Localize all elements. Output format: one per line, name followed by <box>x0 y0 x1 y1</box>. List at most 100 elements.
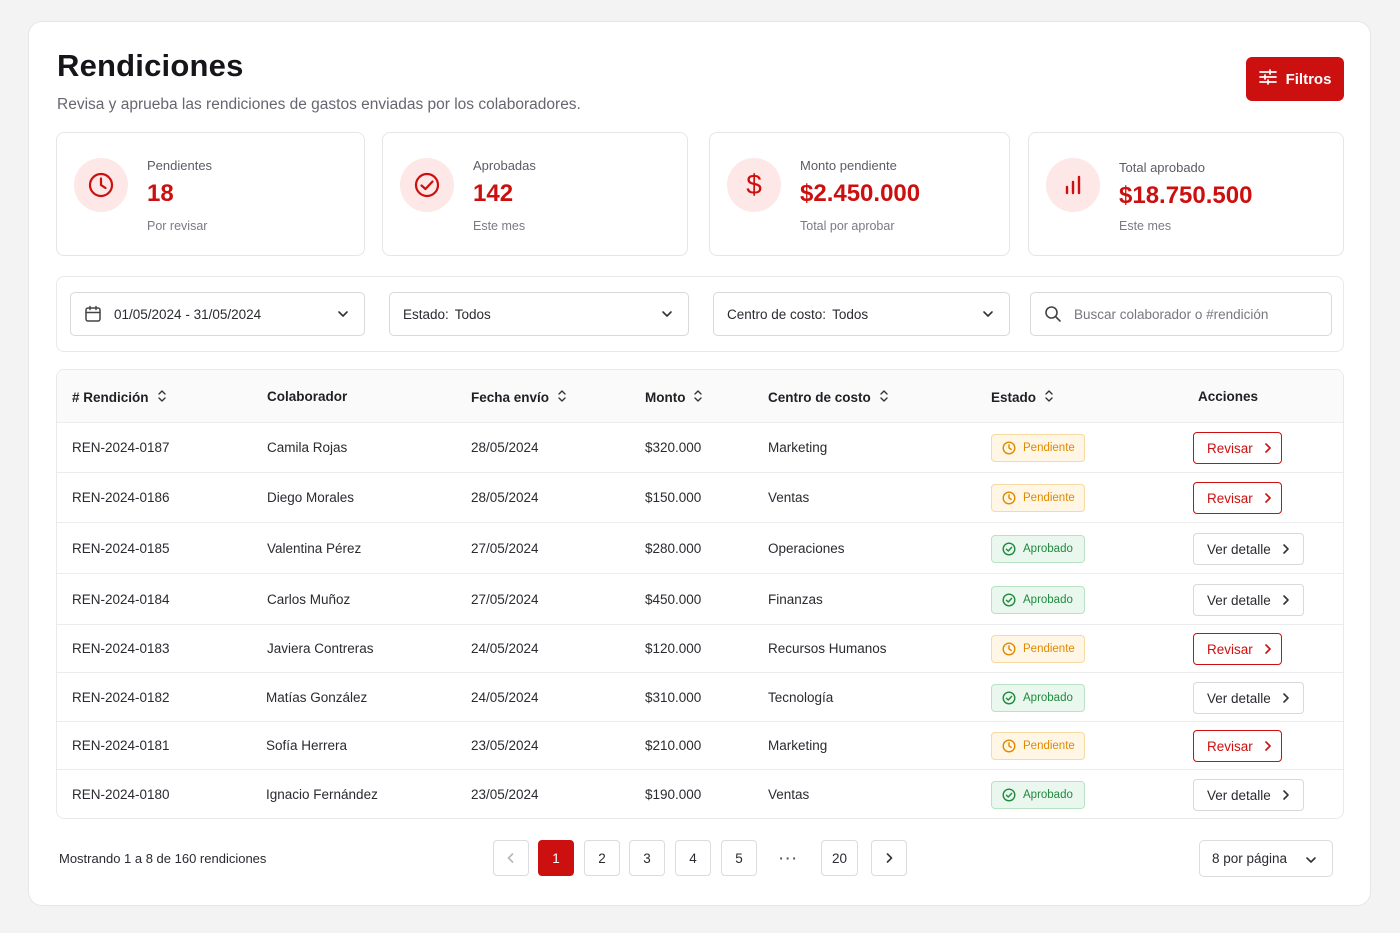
stat-label: Monto pendiente <box>800 158 897 173</box>
cell-centro: Recursos Humanos <box>768 641 887 656</box>
cell-fecha: 27/05/2024 <box>471 592 539 607</box>
page-button-20[interactable]: 20 <box>821 840 858 876</box>
check-circle-icon <box>1002 593 1016 607</box>
revisar-button[interactable]: Revisar <box>1193 730 1282 762</box>
cell-centro: Ventas <box>768 787 810 802</box>
action-label: Revisar <box>1207 738 1253 754</box>
cell-monto: $320.000 <box>645 440 702 455</box>
action-label: Ver detalle <box>1207 787 1271 803</box>
page-button-5[interactable]: 5 <box>721 840 757 876</box>
status-badge: Pendiente <box>991 434 1085 462</box>
centro-costo-select[interactable]: Centro de costo: Todos <box>713 292 1010 336</box>
cell-fecha: 27/05/2024 <box>471 541 539 556</box>
stat-card-pendientes: Pendientes 18 Por revisar <box>56 132 365 256</box>
per-page-select[interactable]: 8 por página <box>1199 840 1333 877</box>
cell-fecha: 23/05/2024 <box>471 738 539 753</box>
table-row[interactable]: REN-2024-0184 Carlos Muñoz 27/05/2024 $450.… <box>57 574 1343 625</box>
sliders-icon <box>1258 69 1277 89</box>
stat-note: Este mes <box>1119 219 1172 233</box>
stat-card-total-aprobado: Total aprobado $18.750.500 Este mes <box>1028 132 1344 256</box>
ver-detalle-button[interactable]: Ver detalle <box>1193 682 1304 714</box>
estado-select[interactable]: Estado: Todos <box>389 292 689 336</box>
sort-icon <box>879 389 889 406</box>
cell-fecha: 28/05/2024 <box>471 440 539 455</box>
cell-monto: $120.000 <box>645 641 702 656</box>
pagination-info: Mostrando 1 a 8 de 160 rendiciones <box>59 851 267 866</box>
stat-note: Por revisar <box>147 219 208 233</box>
chevron-right-icon <box>1281 594 1291 606</box>
th-centro-costo[interactable]: Centro de costo <box>768 389 889 406</box>
stat-value: $18.750.500 <box>1119 182 1253 209</box>
th-estado[interactable]: Estado <box>991 389 1054 406</box>
chevron-right-icon <box>1281 789 1291 801</box>
cell-fecha: 24/05/2024 <box>471 641 539 656</box>
cell-colaborador: Matías González <box>266 690 368 705</box>
clock-icon <box>1002 491 1016 505</box>
table-row[interactable]: REN-2024-0181 Sofía Herrera 23/05/2024 $210… <box>57 722 1343 770</box>
th-monto[interactable]: Monto <box>645 389 703 406</box>
cell-rendicion: REN-2024-0180 <box>72 787 170 802</box>
cell-fecha: 24/05/2024 <box>471 690 539 705</box>
status-badge: Pendiente <box>991 732 1085 760</box>
table-row[interactable]: REN-2024-0183 Javiera Contreras 24/05/2024… <box>57 625 1343 673</box>
filters-button[interactable]: Filtros <box>1246 57 1344 101</box>
action-label: Revisar <box>1207 641 1253 657</box>
cell-monto: $280.000 <box>645 541 702 556</box>
chevron-right-icon <box>1263 442 1273 454</box>
page-button-2[interactable]: 2 <box>584 840 620 876</box>
revisar-button[interactable]: Revisar <box>1193 432 1282 464</box>
date-range-select[interactable]: 01/05/2024 - 31/05/2024 <box>70 292 365 336</box>
table-row[interactable]: REN-2024-0187 Camila Rojas 28/05/2024 $320.… <box>57 423 1343 473</box>
th-fecha-envio[interactable]: Fecha envío <box>471 389 567 406</box>
status-label: Aprobado <box>1023 543 1073 555</box>
bar-chart-icon <box>1046 158 1100 212</box>
next-page-button[interactable] <box>871 840 907 876</box>
ver-detalle-button[interactable]: Ver detalle <box>1193 779 1304 811</box>
stat-label: Aprobadas <box>473 158 536 173</box>
ver-detalle-button[interactable]: Ver detalle <box>1193 584 1304 616</box>
stat-value: 18 <box>147 180 174 207</box>
status-badge: Aprobado <box>991 781 1085 809</box>
cell-monto: $450.000 <box>645 592 702 607</box>
chevron-right-icon <box>1281 692 1291 704</box>
th-acciones: Acciones <box>1198 389 1259 404</box>
page-title: Rendiciones <box>57 48 244 83</box>
table-row[interactable]: REN-2024-0182 Matías González 24/05/2024 $3… <box>57 673 1343 722</box>
rendiciones-card: Rendiciones Revisa y aprueba las rendici… <box>28 21 1371 906</box>
dollar-icon: $ <box>727 158 781 212</box>
th-rendicion[interactable]: # Rendición <box>72 389 167 406</box>
cell-rendicion: REN-2024-0181 <box>72 738 170 753</box>
revisar-button[interactable]: Revisar <box>1193 482 1282 514</box>
revisar-button[interactable]: Revisar <box>1193 633 1282 665</box>
status-label: Aprobado <box>1023 789 1073 801</box>
cell-centro: Operaciones <box>768 541 845 556</box>
table-row[interactable]: REN-2024-0185 Valentina Pérez 27/05/2024 $2… <box>57 523 1343 574</box>
table-row[interactable]: REN-2024-0186 Diego Morales 28/05/2024 $150… <box>57 473 1343 523</box>
page-button-3[interactable]: 3 <box>629 840 665 876</box>
check-circle-icon <box>1002 542 1016 556</box>
clock-icon <box>1002 739 1016 753</box>
search-input[interactable]: Buscar colaborador o #rendición <box>1030 292 1332 336</box>
check-circle-icon <box>1002 691 1016 705</box>
page-button-1[interactable]: 1 <box>538 840 574 876</box>
sort-icon <box>557 389 567 406</box>
status-label: Aprobado <box>1023 594 1073 606</box>
page-button-4[interactable]: 4 <box>675 840 711 876</box>
cell-monto: $210.000 <box>645 738 702 753</box>
status-label: Aprobado <box>1023 692 1073 704</box>
calendar-icon <box>84 305 102 323</box>
action-label: Revisar <box>1207 440 1253 456</box>
status-label: Pendiente <box>1023 442 1075 454</box>
clock-icon <box>1002 441 1016 455</box>
ver-detalle-button[interactable]: Ver detalle <box>1193 533 1304 565</box>
page-subtitle: Revisa y aprueba las rendiciones de gast… <box>57 96 581 113</box>
prev-page-button[interactable] <box>493 840 529 876</box>
action-label: Revisar <box>1207 490 1253 506</box>
stat-card-monto-pendiente: $ Monto pendiente $2.450.000 Total por a… <box>709 132 1010 256</box>
status-badge: Aprobado <box>991 684 1085 712</box>
table-row[interactable]: REN-2024-0180 Ignacio Fernández 23/05/2024… <box>57 770 1343 818</box>
chevron-down-icon <box>660 307 674 324</box>
cell-centro: Marketing <box>768 440 828 455</box>
chevron-right-icon <box>886 853 893 863</box>
stat-label: Pendientes <box>147 158 213 173</box>
